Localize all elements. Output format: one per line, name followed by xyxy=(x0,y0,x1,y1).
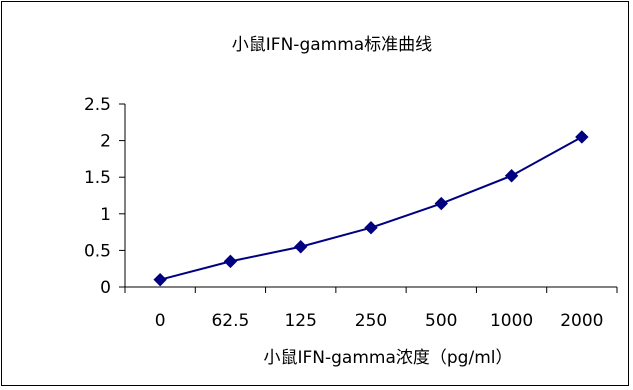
axes xyxy=(119,104,617,293)
x-tick-label: 0 xyxy=(155,311,166,331)
y-tick-label: 1.5 xyxy=(84,168,111,188)
line-chart: 小鼠IFN-gamma标准曲线 0 0.5 1 1.5 2 2.5 0 62.5 125 250… xyxy=(2,2,628,385)
y-tick-labels: 0 0.5 1 1.5 2 2.5 xyxy=(84,95,111,298)
series-group xyxy=(154,131,588,286)
x-tick-label: 1000 xyxy=(490,311,533,331)
data-point-marker xyxy=(435,198,447,210)
y-tick-label: 0.5 xyxy=(84,241,111,261)
x-tick-label: 250 xyxy=(355,311,387,331)
y-tick-label: 2.5 xyxy=(84,95,111,115)
x-tick-label: 125 xyxy=(284,311,316,331)
chart-title: 小鼠IFN-gamma标准曲线 xyxy=(232,35,432,55)
x-tick-labels: 0 62.5 125 250 500 1000 2000 xyxy=(155,311,604,331)
x-axis-label: 小鼠IFN-gamma浓度（pg/ml） xyxy=(264,348,513,368)
data-point-marker xyxy=(506,170,518,182)
y-tick-label: 0 xyxy=(100,278,111,298)
y-tick-label: 2 xyxy=(100,132,111,152)
data-point-marker xyxy=(576,131,588,143)
y-tick-label: 1 xyxy=(100,205,111,225)
chart-frame: 小鼠IFN-gamma标准曲线 0 0.5 1 1.5 2 2.5 0 62.5 125 250… xyxy=(1,1,629,386)
data-point-marker xyxy=(154,274,166,286)
x-tick-label: 500 xyxy=(425,311,457,331)
data-point-marker xyxy=(365,222,377,234)
data-point-marker xyxy=(224,255,236,267)
series-line xyxy=(160,137,582,280)
data-point-marker xyxy=(295,241,307,253)
x-tick-label: 62.5 xyxy=(211,311,249,331)
x-tick-label: 2000 xyxy=(560,311,603,331)
